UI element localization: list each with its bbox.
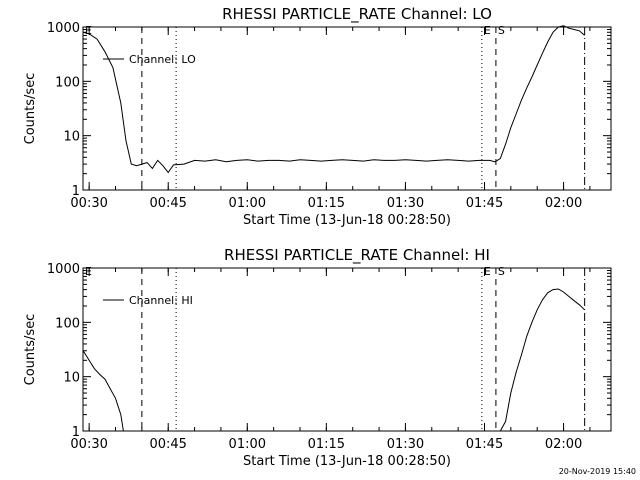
y-axis-label: Counts/sec	[23, 314, 38, 386]
event-marker-label: E	[484, 265, 491, 278]
x-tick-label: 00:30	[70, 196, 107, 211]
panel-hi: RHESSI PARTICLE_RATE Channel: HI Start T…	[23, 246, 612, 469]
x-axis-label: Start Time (13-Jun-18 00:28:50)	[243, 213, 451, 228]
x-tick-label: 01:30	[387, 437, 424, 452]
x-tick-label: 00:45	[149, 196, 186, 211]
x-tick-label: 01:45	[466, 437, 503, 452]
x-tick-label: 01:00	[229, 196, 266, 211]
y-tick-label: 1	[72, 184, 80, 199]
y-axis-label: Counts/sec	[23, 73, 38, 145]
footer-timestamp: 20-Nov-2019 15:40	[559, 467, 636, 476]
x-tick-label: 02:00	[545, 196, 582, 211]
event-marker-label: E	[484, 24, 491, 37]
x-axis-label: Start Time (13-Jun-18 00:28:50)	[243, 454, 451, 469]
y-tick-label: 10	[63, 371, 80, 386]
series-line	[82, 350, 124, 432]
plot-frame	[82, 26, 612, 191]
x-tick-label: 00:45	[149, 437, 186, 452]
x-tick-label: 01:15	[308, 437, 345, 452]
x-tick-label: 01:00	[229, 437, 266, 452]
x-tick-label: 01:45	[466, 196, 503, 211]
series-line	[499, 288, 585, 432]
event-marker-label: S	[498, 24, 505, 37]
x-tick-label: 01:15	[308, 196, 345, 211]
y-tick-label: 100	[55, 316, 80, 331]
x-tick-label: 02:00	[545, 437, 582, 452]
y-tick-label: 1000	[47, 262, 80, 277]
event-marker-label: E	[85, 24, 92, 37]
chart-title: RHESSI PARTICLE_RATE Channel: HI	[224, 246, 490, 265]
event-marker-label: E	[85, 265, 92, 278]
x-tick-label: 00:30	[70, 437, 107, 452]
panel-lo: RHESSI PARTICLE_RATE Channel: LO Start T…	[23, 5, 612, 228]
chart-title: RHESSI PARTICLE_RATE Channel: LO	[222, 5, 492, 24]
event-marker-label: S	[498, 265, 505, 278]
series-line	[82, 25, 585, 174]
y-tick-label: 1000	[47, 21, 80, 36]
x-tick-label: 01:30	[387, 196, 424, 211]
y-tick-label: 10	[63, 130, 80, 145]
legend-label: Channel: HI	[129, 294, 193, 307]
y-tick-label: 100	[55, 75, 80, 90]
y-tick-label: 1	[72, 425, 80, 440]
plot-frame	[82, 267, 612, 432]
legend-label: Channel: LO	[129, 53, 196, 66]
